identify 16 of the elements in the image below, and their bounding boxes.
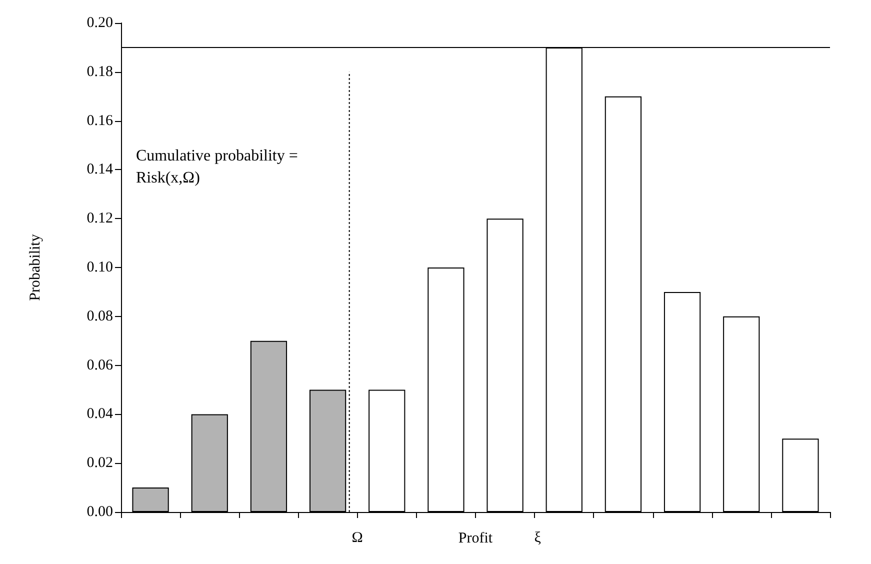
y-tick-label: 0.14 [86,162,114,178]
y-tick-label: 0.18 [86,64,113,80]
y-tick-label: 0.10 [86,260,113,276]
y-tick-label: 0.12 [86,210,113,227]
x-axis-title: Profit [458,530,494,546]
y-tick-label: 0.06 [86,357,114,374]
text: Ω [352,530,363,546]
y-tick-label: 0.00 [86,504,113,520]
y-tick-label: 0.16 [86,112,114,129]
y-tick-label: 0.08 [86,308,113,324]
y-tick-label: 0.02 [86,455,113,472]
annotation: Cumulative probability = Risk(x,Ω) [136,148,302,186]
y-tick-label: 0.04 [86,406,114,422]
text: ξ [534,530,542,546]
y-tick-label: 0.20 [86,15,113,31]
y-axis-title: Probability [28,234,44,301]
